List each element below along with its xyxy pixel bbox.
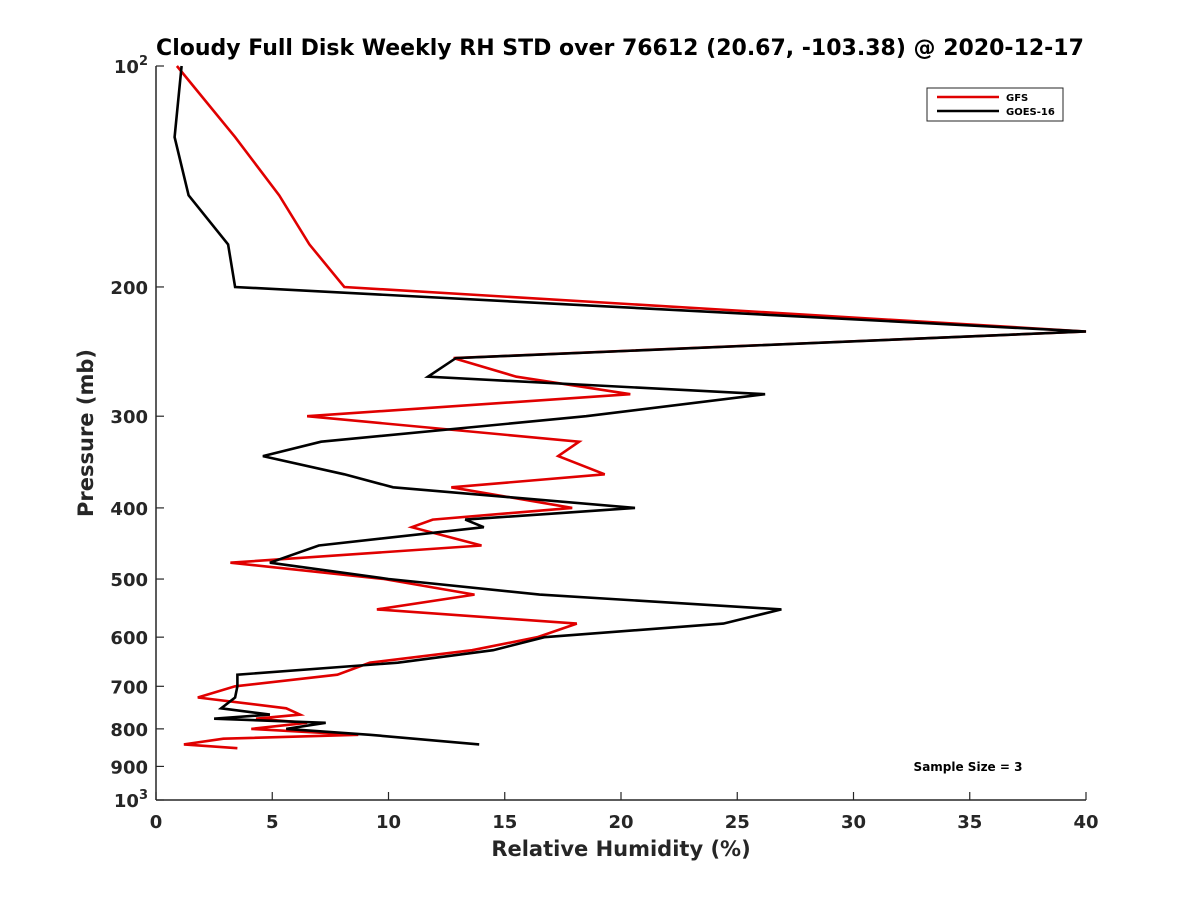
y-tick-label: 300 xyxy=(110,407,148,428)
y-tick-label: 400 xyxy=(110,499,148,520)
x-tick-label: 35 xyxy=(957,812,982,833)
sample-size-annotation: Sample Size = 3 xyxy=(914,760,1023,774)
y-tick-label: 500 xyxy=(110,570,148,591)
x-tick-label: 30 xyxy=(841,812,866,833)
x-tick-label: 40 xyxy=(1073,812,1098,833)
x-tick-label: 10 xyxy=(376,812,401,833)
axes xyxy=(155,66,1086,801)
y-tick-label: 900 xyxy=(110,757,148,778)
x-tick-label: 25 xyxy=(725,812,750,833)
y-tick-label: 102 xyxy=(114,54,148,78)
y-tick-label: 103 xyxy=(114,788,148,812)
y-tick-label: 200 xyxy=(110,278,148,299)
x-tick-label: 20 xyxy=(608,812,633,833)
x-tick-label: 0 xyxy=(150,812,163,833)
chart-title: Cloudy Full Disk Weekly RH STD over 7661… xyxy=(156,36,1084,61)
legend-box xyxy=(926,87,1064,122)
y-axis-label: Pressure (mb) xyxy=(74,349,98,517)
legend-label-gfs: GFS xyxy=(1006,93,1028,104)
x-tick-labels: 0 5 10 15 20 25 30 35 40 xyxy=(150,812,1099,833)
series-line-gfs xyxy=(175,65,1087,750)
series-line-goes-16 xyxy=(173,65,1087,746)
y-tick-label: 800 xyxy=(110,720,148,741)
y-tick-labels: 102 200 300 400 500 600 700 800 900 103 xyxy=(110,54,148,812)
x-axis-label: Relative Humidity (%) xyxy=(491,837,750,861)
x-tick-label: 5 xyxy=(266,812,279,833)
x-tick-label: 15 xyxy=(492,812,517,833)
y-tick-label: 700 xyxy=(110,677,148,698)
series-lines xyxy=(173,65,1087,750)
legend: GFS GOES-16 xyxy=(926,87,1064,122)
plot-area xyxy=(156,66,1086,800)
legend-label-goes16: GOES-16 xyxy=(1006,107,1055,118)
y-tick-label: 600 xyxy=(110,628,148,649)
